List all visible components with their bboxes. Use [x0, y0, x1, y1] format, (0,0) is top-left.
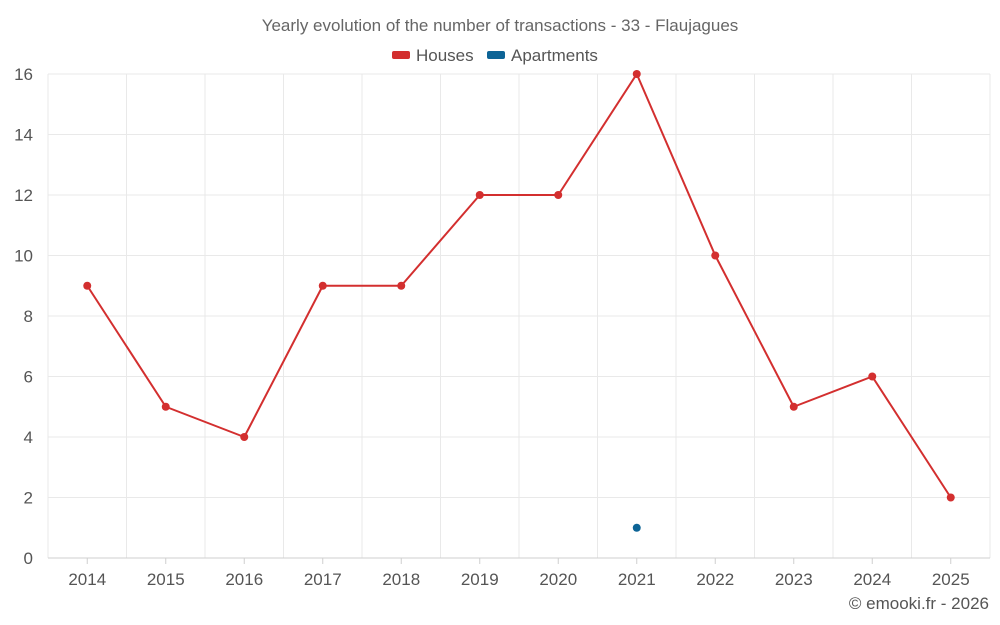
data-point-houses-2025[interactable] — [946, 493, 955, 502]
legend-swatch-apartments — [487, 51, 505, 59]
x-tick-label: 2017 — [304, 570, 342, 589]
data-point-houses-2015[interactable] — [161, 402, 170, 411]
legend-label-apartments: Apartments — [511, 46, 598, 65]
x-tick-label: 2022 — [696, 570, 734, 589]
plot-area — [83, 70, 955, 532]
x-tick-label: 2018 — [382, 570, 420, 589]
x-tick-label: 2015 — [147, 570, 185, 589]
legend-item-houses[interactable]: Houses — [392, 46, 474, 65]
grid — [47, 73, 991, 559]
legend: Houses Apartments — [392, 46, 598, 65]
y-tick-label: 2 — [24, 489, 33, 508]
data-point-houses-2023[interactable] — [789, 402, 798, 411]
data-point-apartments-2021[interactable] — [632, 523, 641, 532]
y-tick-label: 4 — [24, 428, 33, 447]
data-point-houses-2024[interactable] — [868, 372, 877, 381]
x-tick-label: 2023 — [775, 570, 813, 589]
data-point-houses-2022[interactable] — [711, 251, 720, 260]
x-tick-label: 2021 — [618, 570, 656, 589]
data-point-houses-2017[interactable] — [318, 281, 327, 290]
x-tick-label: 2019 — [461, 570, 499, 589]
legend-swatch-houses — [392, 51, 410, 59]
legend-item-apartments[interactable]: Apartments — [487, 46, 598, 65]
y-tick-label: 6 — [24, 368, 33, 387]
data-point-houses-2018[interactable] — [397, 281, 406, 290]
data-point-houses-2020[interactable] — [554, 191, 563, 199]
x-tick-label: 2024 — [853, 570, 891, 589]
y-axis: 0 2 4 6 8 10 12 14 16 — [14, 65, 33, 568]
legend-label-houses: Houses — [416, 46, 474, 65]
x-tick-label: 2020 — [539, 570, 577, 589]
data-point-houses-2014[interactable] — [83, 281, 92, 290]
y-tick-label: 14 — [14, 126, 33, 145]
data-point-houses-2021[interactable] — [632, 70, 641, 78]
y-tick-label: 16 — [14, 65, 33, 84]
y-tick-label: 12 — [14, 186, 33, 205]
x-tick-label: 2025 — [932, 570, 970, 589]
y-tick-label: 10 — [14, 247, 33, 266]
x-axis: 2014 2015 2016 2017 2018 2019 2020 2021 2022 2023… — [48, 557, 990, 589]
y-tick-label: 8 — [24, 307, 33, 326]
chart-title: Yearly evolution of the number of transa… — [262, 16, 739, 35]
data-point-houses-2019[interactable] — [475, 191, 484, 199]
x-tick-label: 2014 — [68, 570, 106, 589]
y-tick-label: 0 — [24, 549, 33, 568]
series-line-houses — [86, 73, 952, 499]
credit-text: © emooki.fr - 2026 — [849, 594, 989, 613]
data-point-houses-2016[interactable] — [240, 433, 249, 441]
x-tick-label: 2016 — [225, 570, 263, 589]
